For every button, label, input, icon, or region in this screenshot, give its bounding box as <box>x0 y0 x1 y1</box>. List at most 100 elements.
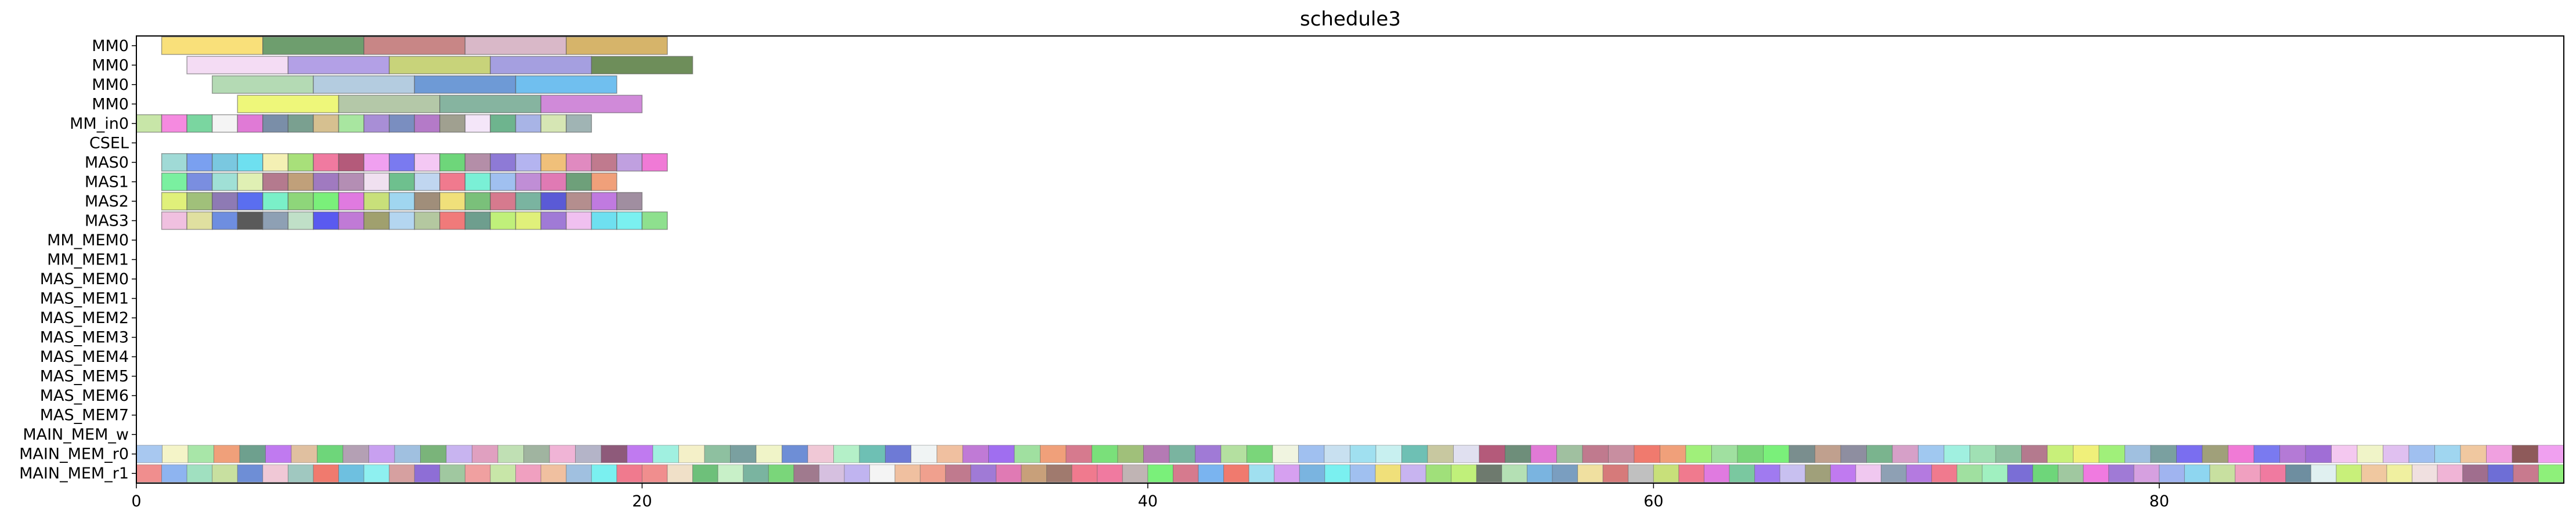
task-bar <box>515 153 541 172</box>
memory-access-bar <box>1375 464 1401 483</box>
memory-access-bar <box>1943 445 1970 463</box>
y-tick-label: MM_MEM0 <box>47 231 129 249</box>
memory-access-bar <box>1501 464 1528 483</box>
x-tick-label: 60 <box>1643 492 1663 510</box>
memory-access-bar <box>1505 445 1531 463</box>
memory-access-bar <box>945 464 971 483</box>
memory-access-bar <box>704 445 731 463</box>
memory-access-bar <box>1021 464 1047 483</box>
memory-access-bar <box>911 445 937 463</box>
task-bar <box>136 114 162 133</box>
task-bar <box>363 153 390 172</box>
y-tick-label: MM_in0 <box>70 115 129 133</box>
memory-access-bar <box>2486 445 2513 463</box>
task-bar <box>565 114 592 133</box>
memory-access-bar <box>1298 445 1325 463</box>
memory-access-bar <box>1660 445 1686 463</box>
memory-access-bar <box>2412 464 2438 483</box>
y-tick-label: MM0 <box>92 95 129 113</box>
task-bar <box>313 114 339 133</box>
task-bar <box>490 114 516 133</box>
task-bar <box>540 192 567 211</box>
x-axis: 0 20 40 60 80 <box>131 483 2169 510</box>
y-tick-label: MAIN_MEM_r1 <box>19 465 129 483</box>
memory-access-bar <box>464 464 491 483</box>
memory-access-bar <box>2305 445 2332 463</box>
memory-access-bar <box>2538 445 2564 463</box>
memory-access-bar <box>1350 445 1376 463</box>
task-bar <box>515 75 617 94</box>
task-bar <box>464 172 491 191</box>
task-bar <box>211 153 239 172</box>
task-bar <box>490 211 516 230</box>
memory-access-bar <box>136 445 162 463</box>
memory-access-bar <box>1685 445 1712 463</box>
memory-access-bar <box>2437 464 2463 483</box>
memory-access-bar <box>161 464 187 483</box>
task-bar <box>313 192 339 211</box>
memory-access-bar <box>187 445 214 463</box>
memory-access-bar <box>1272 445 1299 463</box>
memory-access-bar <box>1527 464 1553 483</box>
task-bar <box>287 153 314 172</box>
memory-access-bar <box>937 445 963 463</box>
y-tick-label: MAS_MEM1 <box>40 290 129 308</box>
task-bar <box>641 153 668 172</box>
memory-access-bar <box>818 464 845 483</box>
y-tick-label: MAS1 <box>85 173 129 191</box>
memory-access-bar <box>1982 464 2008 483</box>
task-bar <box>186 192 213 211</box>
task-bar <box>565 153 592 172</box>
memory-access-bar <box>962 445 989 463</box>
y-tick-label: MAS0 <box>85 154 129 172</box>
memory-access-bar <box>237 464 263 483</box>
memory-access-bar <box>317 445 344 463</box>
y-tick-label: MAS_MEM5 <box>40 368 129 386</box>
memory-access-bar <box>1779 464 1806 483</box>
task-bar <box>161 192 187 211</box>
memory-access-bar <box>793 464 819 483</box>
memory-access-bar <box>342 445 369 463</box>
memory-access-bar <box>616 464 642 483</box>
y-tick-label: MM0 <box>92 37 129 55</box>
task-bar <box>439 211 466 230</box>
memory-access-bar <box>394 445 421 463</box>
y-tick-label: MM_MEM1 <box>47 251 129 269</box>
task-bar <box>186 56 289 75</box>
memory-access-bar <box>338 464 364 483</box>
memory-access-bar <box>2512 445 2538 463</box>
task-bar <box>414 75 516 94</box>
memory-access-bar <box>1401 445 1428 463</box>
y-tick-label: MAIN_MEM_w <box>23 426 129 444</box>
memory-access-bar <box>1425 464 1452 483</box>
task-bar <box>338 192 364 211</box>
memory-access-bar <box>1704 464 1730 483</box>
memory-access-bar <box>490 464 516 483</box>
task-bar <box>515 192 541 211</box>
memory-access-bar <box>2021 445 2048 463</box>
task-bar <box>464 192 491 211</box>
task-bar <box>363 211 390 230</box>
task-bar <box>338 153 364 172</box>
memory-access-bar <box>2513 464 2539 483</box>
memory-access-bar <box>782 445 808 463</box>
memory-access-bar <box>2184 464 2210 483</box>
task-bar <box>490 153 516 172</box>
task-bar <box>338 114 364 133</box>
x-tick-label: 80 <box>2149 492 2169 510</box>
task-bar <box>287 56 390 75</box>
task-bar <box>388 211 416 230</box>
memory-access-bar <box>1147 464 1173 483</box>
memory-access-bar <box>2487 464 2514 483</box>
y-tick-label: CSEL <box>89 134 129 152</box>
memory-access-bar <box>2331 445 2358 463</box>
memory-access-bar <box>2386 464 2413 483</box>
memory-access-bar <box>970 464 996 483</box>
memory-rows-layer <box>136 445 2564 483</box>
memory-access-bar <box>2083 464 2109 483</box>
task-bar <box>591 211 617 230</box>
task-bar <box>338 172 364 191</box>
memory-access-bar <box>717 464 744 483</box>
memory-access-bar <box>1602 464 1629 483</box>
